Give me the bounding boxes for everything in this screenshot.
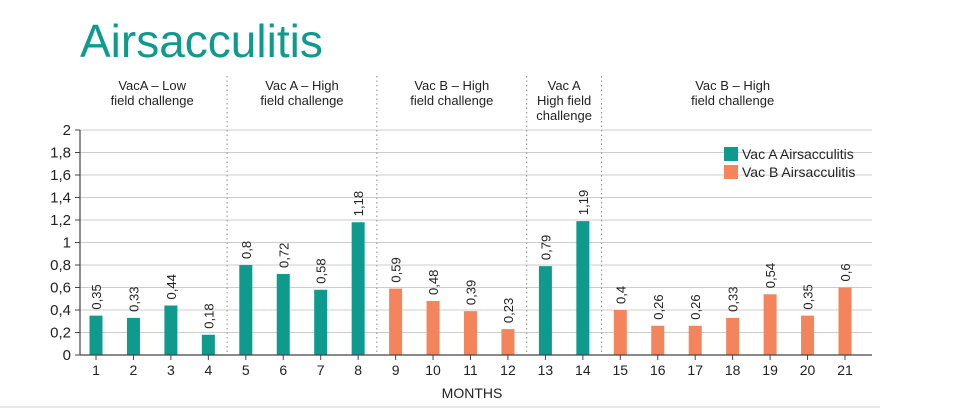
data-label-month-1: 0,35 (89, 284, 104, 309)
data-label-month-6: 0,72 (276, 243, 291, 268)
legend-swatch (724, 147, 738, 161)
group-label: Vac B – High (695, 78, 770, 93)
bar-month-3 (164, 305, 178, 355)
data-label-month-7: 0,58 (314, 258, 329, 283)
x-tick-label: 1 (92, 362, 100, 378)
bar-month-16 (651, 325, 665, 355)
y-tick-label: 0,2 (50, 325, 71, 342)
x-tick-label: 10 (425, 362, 441, 378)
data-label-month-16: 0,26 (651, 294, 666, 319)
bar-month-8 (351, 222, 365, 355)
bar-month-12 (501, 329, 515, 355)
legend-label: Vac A Airsacculitis (742, 146, 854, 162)
x-tick-label: 15 (613, 362, 629, 378)
data-label-month-12: 0,23 (501, 298, 516, 323)
group-label: field challenge (691, 93, 774, 108)
x-tick-label: 12 (500, 362, 516, 378)
legend-swatch (724, 165, 738, 179)
bar-month-18 (726, 317, 740, 355)
bars: 0,35 0,33 0,44 0,18 0,8 0,72 0,58 1,18 0,59 0,48 0… (89, 190, 853, 355)
y-tick-label: 1,4 (50, 190, 71, 207)
x-axis-label: MONTHS (442, 385, 503, 401)
bar-month-19 (763, 294, 777, 355)
legend-label: Vac B Airsacculitis (742, 164, 855, 180)
group-label: Vac A – High (265, 78, 338, 93)
data-label-month-2: 0,33 (126, 287, 141, 312)
x-tick-label: 16 (650, 362, 666, 378)
x-tick-label: 20 (800, 362, 816, 378)
group-label: field challenge (260, 93, 343, 108)
bar-month-21 (838, 287, 852, 355)
group-label: Vac B – High (414, 78, 489, 93)
bar-month-1 (89, 315, 103, 355)
group-label: VacA – Low (118, 78, 186, 93)
data-label-month-20: 0,35 (801, 284, 816, 309)
group-label: High field (537, 93, 591, 108)
data-label-month-10: 0,48 (426, 270, 441, 295)
x-tick-label: 14 (575, 362, 591, 378)
axes: 00,20,40,60,811,21,41,61,821 2 3 4 5 6 7 8 9 10 11… (50, 122, 872, 378)
x-tick-label: 21 (837, 362, 853, 378)
group-label: Vac A (548, 78, 581, 93)
data-label-month-19: 0,54 (763, 263, 778, 288)
data-label-month-18: 0,33 (726, 287, 741, 312)
chart-title: Airsacculitis (80, 15, 323, 67)
y-tick-label: 2 (63, 122, 71, 139)
x-tick-label: 3 (167, 362, 175, 378)
bar-month-10 (426, 301, 440, 355)
data-label-month-21: 0,6 (838, 263, 853, 281)
data-label-month-14: 1,19 (576, 190, 591, 215)
y-tick-label: 0,4 (50, 302, 71, 319)
y-tick-label: 1 (63, 235, 71, 252)
group-separators (226, 76, 603, 355)
group-label: challenge (536, 108, 592, 123)
data-label-month-11: 0,39 (464, 280, 479, 305)
y-tick-label: 0,8 (50, 257, 71, 274)
bar-month-15 (613, 310, 627, 355)
group-label: field challenge (410, 93, 493, 108)
bar-month-14 (576, 221, 590, 355)
bar-month-6 (276, 274, 290, 355)
data-label-month-9: 0,59 (389, 257, 404, 282)
bar-month-2 (126, 317, 140, 355)
data-label-month-4: 0,18 (201, 303, 216, 328)
group-label: field challenge (111, 93, 194, 108)
x-tick-label: 18 (725, 362, 741, 378)
y-tick-label: 1,8 (50, 145, 71, 162)
x-tick-label: 2 (130, 362, 138, 378)
data-label-month-8: 1,18 (351, 191, 366, 216)
x-tick-label: 8 (354, 362, 362, 378)
bar-month-11 (464, 311, 477, 355)
bar-month-5 (239, 265, 253, 355)
y-tick-label: 1,6 (50, 167, 71, 184)
x-tick-label: 13 (538, 362, 554, 378)
x-tick-label: 6 (279, 362, 287, 378)
bar-month-9 (389, 288, 403, 355)
y-tick-label: 1,2 (50, 212, 71, 229)
bar-month-4 (201, 334, 215, 355)
x-tick-label: 19 (762, 362, 778, 378)
x-tick-label: 11 (463, 362, 478, 378)
legend: Vac A Airsacculitis Vac B Airsacculitis (724, 146, 855, 180)
gridlines (80, 129, 872, 333)
bar-month-7 (314, 289, 328, 355)
data-label-month-15: 0,4 (613, 286, 628, 304)
bar-month-17 (688, 325, 702, 355)
data-label-month-13: 0,79 (538, 235, 553, 260)
x-tick-label: 9 (392, 362, 400, 378)
y-tick-label: 0,6 (50, 280, 71, 297)
y-tick-label: 0 (63, 347, 71, 364)
x-tick-label: 7 (317, 362, 325, 378)
x-tick-label: 5 (242, 362, 250, 378)
bar-month-13 (538, 266, 552, 355)
data-label-month-3: 0,44 (164, 274, 179, 299)
data-label-month-5: 0,8 (239, 241, 254, 259)
data-label-month-17: 0,26 (688, 294, 703, 319)
x-tick-label: 17 (687, 362, 703, 378)
x-tick-label: 4 (204, 362, 212, 378)
bar-month-20 (801, 315, 815, 355)
